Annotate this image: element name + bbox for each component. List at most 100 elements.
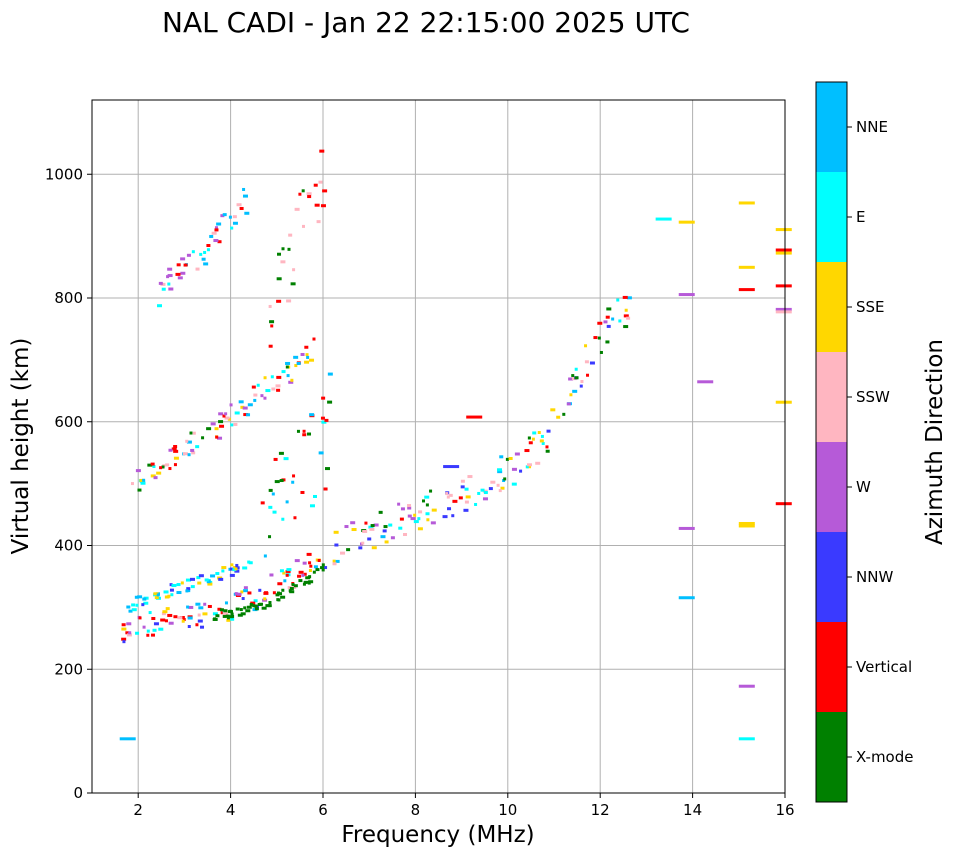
data-point	[214, 228, 219, 232]
data-point	[137, 595, 143, 599]
data-point	[775, 248, 792, 252]
data-point	[545, 445, 549, 449]
data-point	[324, 418, 329, 422]
data-point	[302, 582, 306, 586]
data-point	[221, 569, 225, 573]
data-point	[531, 437, 535, 441]
data-point	[197, 613, 201, 617]
data-point	[309, 504, 315, 508]
data-point	[222, 614, 227, 618]
data-point	[306, 192, 312, 196]
data-point	[218, 412, 224, 416]
data-point	[186, 440, 192, 444]
data-point	[169, 588, 174, 592]
data-point	[327, 400, 333, 404]
data-point	[281, 370, 286, 374]
data-point	[152, 628, 157, 632]
x-tick-label: 16	[775, 801, 794, 819]
data-point	[378, 510, 383, 514]
data-point	[569, 393, 573, 397]
data-point	[260, 394, 264, 398]
data-point	[383, 525, 388, 529]
data-point	[222, 414, 226, 418]
data-point	[225, 614, 230, 618]
data-point	[173, 615, 178, 619]
data-point	[160, 618, 166, 622]
data-point	[179, 616, 185, 620]
data-point	[166, 595, 170, 599]
data-point	[238, 400, 244, 404]
data-point	[574, 367, 578, 371]
data-point	[135, 631, 140, 635]
data-point	[147, 463, 153, 467]
data-point	[186, 253, 191, 257]
data-point	[276, 375, 282, 379]
data-point	[655, 217, 672, 221]
data-point	[327, 372, 333, 376]
data-point	[153, 476, 158, 480]
data-point	[235, 607, 240, 611]
data-point	[537, 431, 541, 435]
data-point	[244, 211, 250, 215]
data-point	[304, 360, 310, 364]
data-point	[528, 441, 533, 445]
data-point	[321, 420, 327, 424]
data-point	[281, 517, 285, 521]
data-point	[319, 149, 325, 153]
data-point	[159, 466, 163, 470]
data-point	[290, 282, 296, 286]
data-point	[186, 605, 190, 609]
colorbar-tick-label: E	[856, 208, 865, 226]
data-point	[142, 625, 146, 629]
data-point	[562, 412, 566, 416]
data-point	[367, 537, 372, 541]
data-point	[157, 304, 163, 308]
data-point	[236, 592, 242, 596]
data-point	[279, 569, 284, 573]
data-point	[251, 385, 256, 389]
data-point	[465, 495, 471, 499]
data-point	[346, 548, 351, 552]
data-point	[318, 451, 324, 455]
data-point	[390, 536, 395, 540]
data-point	[270, 375, 274, 379]
data-point	[332, 559, 336, 563]
data-point	[306, 552, 312, 556]
data-point	[213, 239, 219, 243]
data-point	[446, 495, 450, 499]
data-point	[292, 585, 297, 589]
data-point	[268, 344, 273, 348]
data-point	[269, 320, 275, 324]
data-point	[168, 621, 174, 625]
data-point	[301, 224, 305, 228]
data-point	[168, 448, 173, 452]
data-point	[130, 482, 134, 486]
data-point	[215, 614, 220, 618]
y-tick-label: 1000	[45, 165, 83, 183]
data-point	[300, 352, 305, 356]
data-point	[229, 573, 235, 577]
data-point	[298, 192, 302, 196]
data-point	[158, 627, 164, 631]
data-point	[499, 455, 504, 459]
data-point	[260, 501, 265, 505]
data-point	[285, 361, 291, 365]
data-point	[237, 613, 243, 617]
data-point	[417, 517, 421, 521]
data-point	[285, 500, 289, 504]
data-point	[586, 373, 590, 377]
data-point	[222, 213, 227, 217]
data-point	[153, 592, 159, 596]
data-point	[498, 489, 502, 493]
data-point	[202, 612, 208, 616]
data-point	[320, 204, 326, 208]
data-points	[119, 149, 792, 741]
data-point	[198, 606, 204, 610]
data-point	[230, 226, 234, 230]
data-point	[448, 493, 453, 497]
data-point	[500, 486, 505, 490]
y-tick-label: 400	[54, 537, 83, 555]
data-point	[254, 607, 259, 611]
data-point	[156, 593, 160, 597]
data-point	[263, 376, 267, 380]
